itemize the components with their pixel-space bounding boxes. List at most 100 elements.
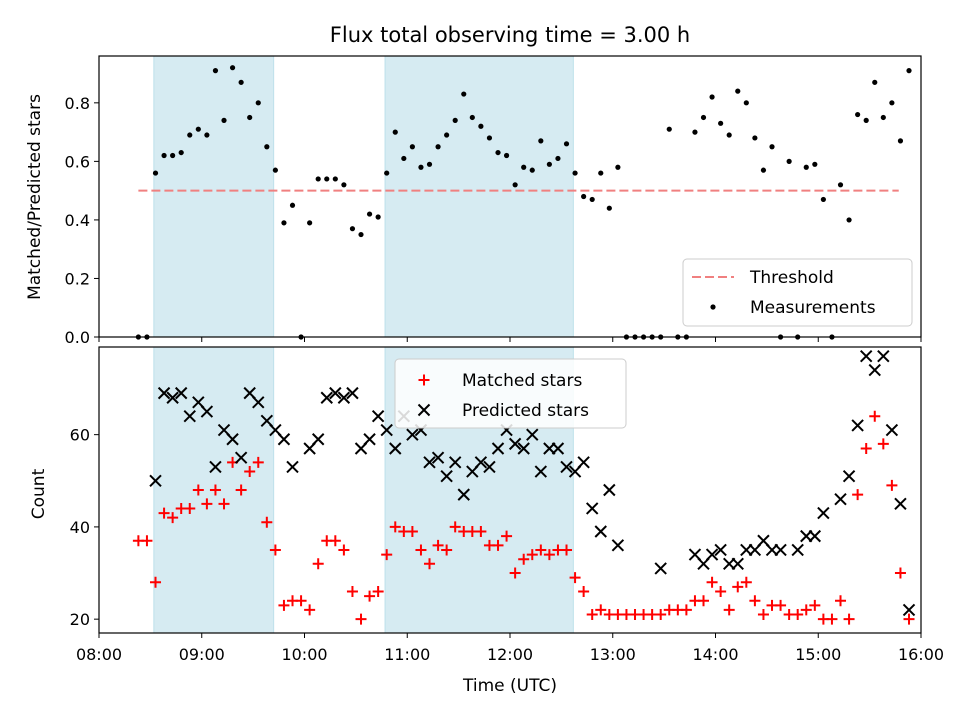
predicted-stars-point bbox=[594, 525, 607, 538]
bottom-y-tick-label: 40 bbox=[70, 518, 90, 537]
measurement-point bbox=[315, 176, 321, 182]
matched-stars-point bbox=[364, 590, 376, 602]
matched-stars-point bbox=[732, 581, 744, 593]
predicted-stars-point bbox=[526, 428, 539, 441]
measurement-point bbox=[375, 214, 381, 220]
predicted-stars-point bbox=[517, 442, 530, 455]
measurement-point bbox=[769, 144, 775, 150]
measurement-point bbox=[486, 135, 493, 141]
matched-stars-point bbox=[338, 544, 350, 556]
measurement-point bbox=[752, 135, 758, 141]
measurement-point bbox=[692, 129, 698, 135]
matched-stars-point bbox=[475, 526, 487, 538]
predicted-stars-point bbox=[817, 506, 830, 520]
matched-stars-point bbox=[595, 604, 607, 616]
measurement-point bbox=[229, 65, 236, 71]
predicted-stars-point bbox=[603, 483, 616, 497]
matched-stars-point bbox=[792, 609, 804, 621]
predicted-stars-point bbox=[166, 391, 179, 404]
matched-stars-point bbox=[441, 544, 453, 556]
predicted-stars-point bbox=[834, 493, 847, 506]
predicted-stars-point bbox=[389, 442, 402, 455]
predicted-stars-point bbox=[423, 456, 436, 469]
matched-stars-point bbox=[381, 549, 393, 561]
matched-stars-point bbox=[698, 595, 710, 607]
measurement-point bbox=[409, 144, 415, 150]
matched-stars-point bbox=[877, 438, 889, 450]
measurement-point bbox=[529, 167, 535, 173]
top-legend-box bbox=[682, 258, 913, 327]
x-tick-label: 11:00 bbox=[384, 645, 430, 664]
predicted-stars-point bbox=[560, 460, 573, 474]
matched-stars-point bbox=[680, 604, 692, 616]
matched-stars-point bbox=[167, 512, 179, 524]
predicted-stars-point bbox=[508, 437, 522, 451]
top-y-tick-label: 0.6 bbox=[65, 152, 90, 171]
measurement-point bbox=[204, 132, 210, 138]
measurement-point bbox=[444, 132, 450, 138]
predicted-stars-point bbox=[157, 386, 171, 400]
predicted-stars-point bbox=[431, 451, 445, 464]
matched-stars-point bbox=[346, 585, 358, 597]
measurement-point bbox=[435, 144, 441, 150]
top-y-tick-label: 0.4 bbox=[65, 211, 90, 230]
x-tick-label: 14:00 bbox=[692, 645, 738, 664]
x-tick-label: 16:00 bbox=[898, 645, 944, 664]
matched-stars-point bbox=[749, 595, 761, 607]
measurement-point bbox=[889, 100, 895, 106]
x-axis-label: Time (UTC) bbox=[462, 676, 557, 696]
measurement-point bbox=[238, 79, 244, 85]
matched-stars-point bbox=[432, 539, 444, 551]
measurement-point bbox=[324, 176, 330, 182]
matched-stars-point bbox=[655, 609, 667, 621]
measurement-point bbox=[152, 170, 159, 176]
measurement-point bbox=[401, 155, 407, 162]
matched-stars-legend-label: Matched stars bbox=[462, 371, 582, 391]
matched-stars-point bbox=[261, 516, 273, 528]
matched-stars-point bbox=[775, 599, 787, 611]
predicted-stars-legend-label: Predicted stars bbox=[462, 401, 589, 421]
measurement-point bbox=[906, 68, 912, 74]
matched-stars-point bbox=[355, 613, 367, 625]
measurement-point bbox=[195, 126, 201, 132]
predicted-stars-point bbox=[380, 423, 393, 437]
predicted-stars-point bbox=[714, 543, 727, 557]
matched-stars-point bbox=[218, 498, 230, 510]
matched-stars-point bbox=[869, 410, 881, 422]
measurement-point bbox=[178, 149, 184, 156]
measurement-point bbox=[247, 114, 253, 121]
matched-stars-point bbox=[492, 539, 504, 551]
measurement-point bbox=[461, 91, 467, 97]
measurement-point bbox=[392, 129, 398, 135]
measurement-point bbox=[469, 114, 475, 121]
measurement-point bbox=[820, 196, 826, 203]
matched-stars-point bbox=[201, 498, 213, 510]
measurement-point bbox=[615, 164, 621, 170]
matched-stars-point bbox=[706, 576, 718, 588]
bottom-y-tick-label: 20 bbox=[70, 610, 90, 629]
matched-stars-point bbox=[141, 535, 153, 547]
predicted-stars-point bbox=[611, 539, 625, 552]
measurement-point bbox=[572, 170, 578, 176]
matched-stars-point bbox=[424, 558, 436, 570]
predicted-stars-point bbox=[774, 543, 787, 557]
x-tick-label: 10:00 bbox=[281, 645, 327, 664]
measurement-point bbox=[803, 164, 809, 170]
predicted-stars-point bbox=[286, 460, 299, 474]
measurement-point bbox=[255, 100, 261, 106]
predicted-stars-point bbox=[791, 543, 804, 557]
predicted-stars-point bbox=[149, 474, 162, 487]
measurement-point bbox=[478, 123, 484, 129]
measurement-point bbox=[726, 132, 732, 138]
predicted-stars-point bbox=[363, 433, 376, 446]
predicted-stars-point bbox=[457, 488, 470, 501]
predicted-stars-point bbox=[885, 423, 899, 437]
top-ratio-panel: 0.0 0.2 0.4 0.6 0.8 Threshold Measurements bbox=[65, 55, 922, 347]
matched-stars-point bbox=[449, 521, 461, 533]
top-shaded-interval bbox=[384, 55, 574, 338]
predicted-stars-point bbox=[851, 419, 864, 432]
threshold-legend-label: Threshold bbox=[749, 268, 834, 288]
measurement-point bbox=[212, 68, 219, 74]
matched-stars-point bbox=[406, 526, 418, 538]
measurement-point bbox=[743, 100, 749, 106]
